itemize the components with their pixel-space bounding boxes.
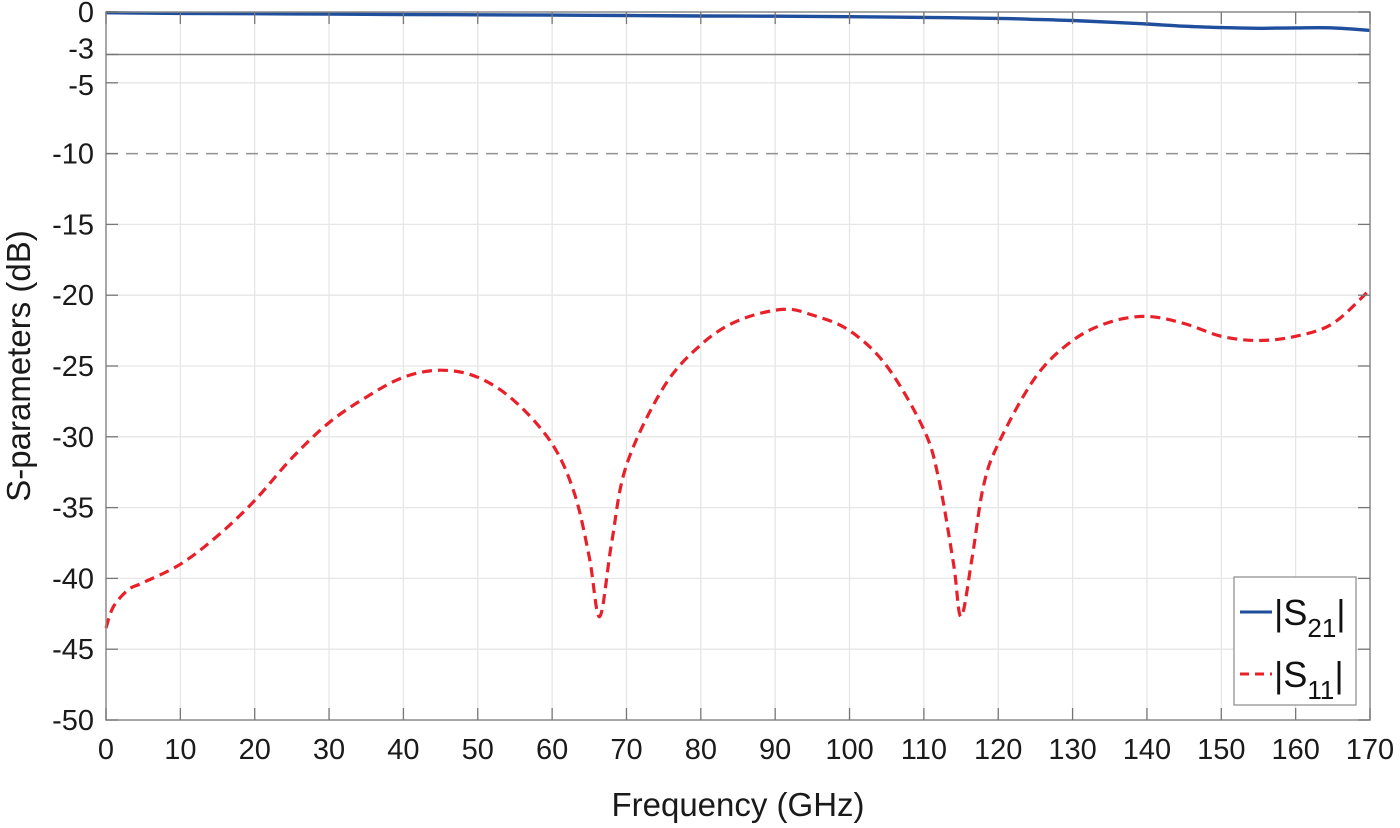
x-tick-label: 120 — [974, 734, 1022, 766]
y-tick-label: -3 — [68, 33, 94, 65]
x-tick-label: 0 — [98, 734, 114, 766]
legend-box — [1233, 576, 1357, 706]
x-tick-label: 150 — [1197, 734, 1245, 766]
y-tick-label: -45 — [52, 634, 94, 666]
y-tick-label: -50 — [52, 705, 94, 737]
x-tick-label: 100 — [825, 734, 873, 766]
x-tick-labels: 0 10 20 30 40 50 60 70 80 90 100 110 120 130 140 150 160… — [98, 734, 1394, 766]
legend: |S21| |S11| — [1233, 576, 1357, 706]
series-line-s11 — [104, 288, 1372, 629]
x-tick-label: 10 — [164, 734, 196, 766]
x-tick-label: 90 — [759, 734, 791, 766]
x-tick-label: 40 — [387, 734, 419, 766]
y-axis-title: S-parameters (dB) — [0, 230, 37, 501]
x-tick-label: 160 — [1271, 734, 1319, 766]
y-tick-label: -5 — [68, 70, 94, 102]
x-tick-label: 70 — [610, 734, 642, 766]
y-tick-label: -30 — [52, 422, 94, 454]
y-tick-label: -20 — [52, 280, 94, 312]
y-tick-labels: 0 -3 -5 -10 -15 -20 -25 -30 -35 -40 -45 -50 — [52, 0, 94, 737]
legend-label-21: |S21| — [1274, 592, 1346, 643]
y-tick-label: -40 — [52, 563, 94, 595]
series-line-s21 — [105, 11, 1371, 33]
data-series — [104, 11, 1372, 629]
x-tick-label: 50 — [462, 734, 494, 766]
y-tick-label: -35 — [52, 493, 94, 525]
x-tick-label: 80 — [685, 734, 717, 766]
x-tick-label: 140 — [1123, 734, 1171, 766]
reference-lines — [106, 53, 1370, 155]
x-tick-label: 110 — [901, 734, 947, 766]
y-tick-label: -10 — [52, 139, 94, 171]
y-tick-label: -25 — [52, 351, 94, 383]
x-tick-label: 20 — [239, 734, 271, 766]
x-tick-label: 60 — [536, 734, 568, 766]
axis-ticks — [105, 11, 1371, 721]
y-tick-label: 0 — [78, 0, 94, 29]
y-tick-label: -15 — [52, 209, 94, 241]
legend-label-11: |S11| — [1274, 654, 1344, 705]
x-tick-label: 30 — [313, 734, 345, 766]
grid-lines — [106, 12, 1370, 720]
x-tick-label: 130 — [1048, 734, 1096, 766]
x-tick-label: 170 — [1346, 734, 1394, 766]
x-axis-title: Frequency (GHz) — [611, 786, 864, 823]
